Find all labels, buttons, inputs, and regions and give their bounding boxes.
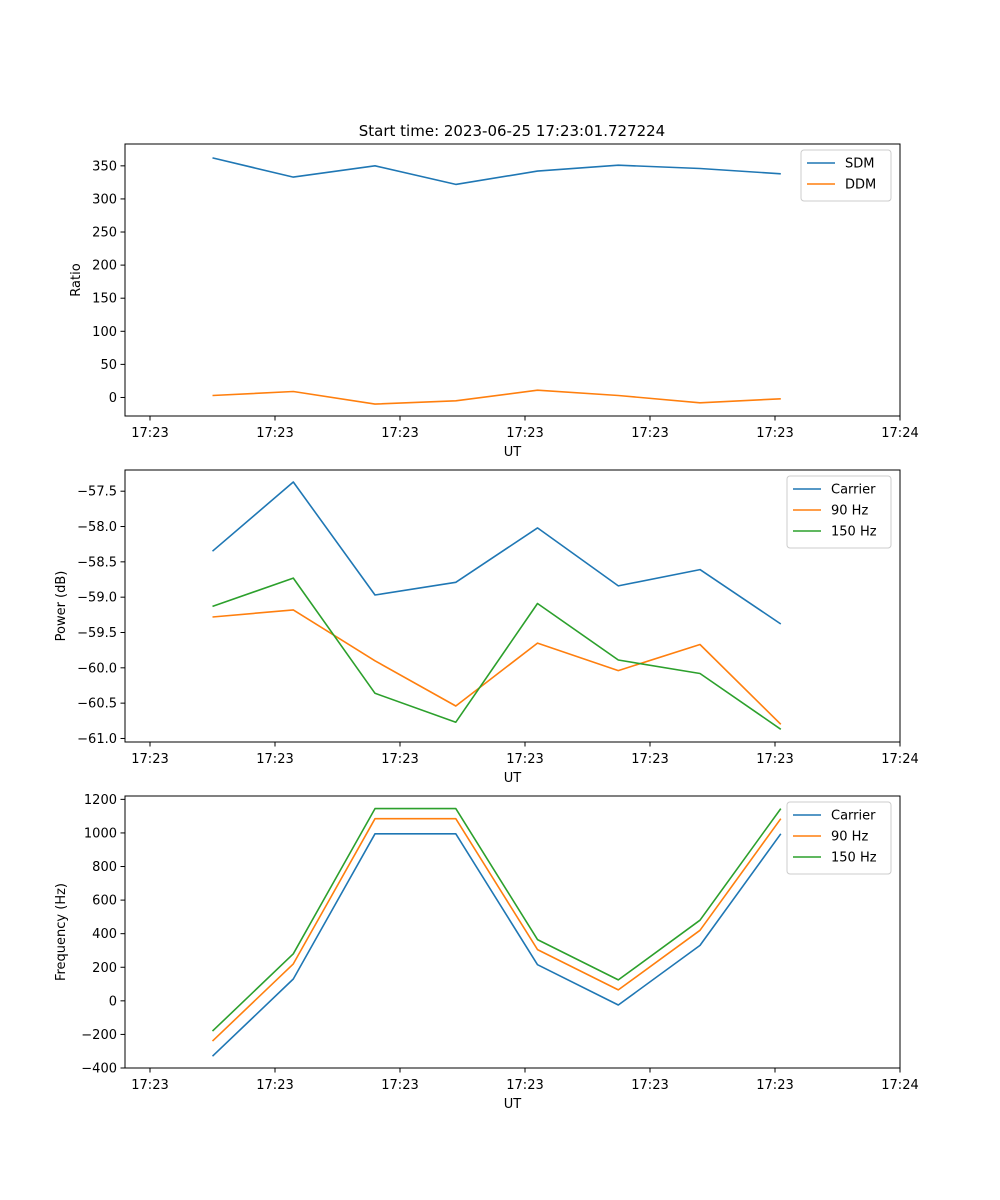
subplot-3: 17:23 17:23 17:23 17:23 17:23 17:23 17:24 −400 −… [54,793,919,1112]
series-line-90-hz [211,817,782,1042]
series-line-ddm [212,389,781,405]
legend-label: Carrier [831,483,876,498]
y-axis-label: Ratio [69,263,84,296]
y-tick-label: 250 [92,226,117,241]
x-tick-label: 17:23 [256,752,293,767]
y-tick-label: −61.0 [77,732,117,747]
x-tick-label: 17:23 [756,752,793,767]
legend-label: 150 Hz [831,851,877,866]
y-tick-label: 0 [109,391,117,406]
legend-box [786,801,892,875]
y-tick-label: 50 [100,358,117,373]
y-tick-label: 200 [92,259,117,274]
series-line-sdm [212,157,781,186]
x-tick-label: 17:23 [381,752,418,767]
y-tick-label: 1200 [84,793,117,808]
legend-label: Carrier [831,809,876,824]
y-tick-label: 0 [109,994,117,1009]
axes-frame [124,795,901,1069]
series-line-150-hz [211,807,782,1032]
legend: Carrier 90 Hz 150 Hz [786,801,892,875]
legend: SDM DDM [800,149,892,202]
x-axis-label: UT [504,445,522,460]
x-tick-label: 17:24 [881,426,918,441]
y-tick-label: 100 [92,325,117,340]
series-line-150-hz [212,577,782,730]
series-line-90-hz [212,609,782,725]
x-tick-label: 17:23 [381,1078,418,1093]
y-tick-label: −60.5 [77,697,117,712]
subplot-1: 17:23 17:23 17:23 17:23 17:23 17:23 17:24 0 50 10… [69,143,919,460]
y-tick-label: −58.5 [77,555,117,570]
axes-frame [124,143,901,417]
series-lines [211,807,782,1057]
legend-label: 150 Hz [831,525,877,540]
x-tick-label: 17:23 [381,426,418,441]
x-tick-label: 17:23 [256,426,293,441]
legend-label: DDM [845,178,876,193]
legend-label: 90 Hz [831,830,868,845]
figure-title: Start time: 2023-06-25 17:23:01.727224 [359,122,665,140]
x-tick-label: 17:23 [131,752,168,767]
y-tick-label: −200 [81,1028,117,1043]
series-lines [212,157,781,405]
y-tick-label: 300 [92,192,117,207]
x-tick-label: 17:24 [881,1078,918,1093]
legend: Carrier 90 Hz 150 Hz [786,475,892,549]
subplots: 17:23 17:23 17:23 17:23 17:23 17:23 17:24 0 50 10… [54,143,919,1112]
x-tick-label: 17:23 [506,1078,543,1093]
y-tick-label: −59.5 [77,626,117,641]
y-tick-label: −57.5 [77,485,117,500]
legend-box [786,475,892,549]
subplot-2: 17:23 17:23 17:23 17:23 17:23 17:23 17:24 −61.0… [54,469,919,786]
y-axis-label: Frequency (Hz) [54,883,69,981]
series-lines [211,481,782,730]
legend-label: SDM [845,157,874,172]
series-line-carrier [211,481,782,625]
x-tick-label: 17:23 [631,426,668,441]
x-tick-label: 17:23 [631,752,668,767]
y-tick-label: 350 [92,159,117,174]
series-line-carrier [211,832,782,1057]
y-tick-label: 600 [92,894,117,909]
x-tick-label: 17:23 [631,1078,668,1093]
x-tick-label: 17:23 [131,1078,168,1093]
x-tick-label: 17:23 [756,1078,793,1093]
y-tick-label: 800 [92,860,117,875]
y-tick-label: −58.0 [77,520,117,535]
x-axis-label: UT [504,1097,522,1112]
y-tick-label: 400 [92,927,117,942]
y-tick-label: 1000 [84,826,117,841]
legend-label: 90 Hz [831,504,868,519]
y-axis-label: Power (dB) [54,571,69,642]
y-tick-label: −59.0 [77,591,117,606]
y-tick-label: −60.0 [77,661,117,676]
x-tick-label: 17:23 [756,426,793,441]
y-tick-label: 200 [92,961,117,976]
x-tick-label: 17:23 [506,426,543,441]
x-tick-label: 17:23 [131,426,168,441]
x-tick-label: 17:24 [881,752,918,767]
x-axis-label: UT [504,771,522,786]
axes-frame [124,469,901,743]
y-tick-label: −400 [81,1062,117,1077]
y-tick-label: 150 [92,292,117,307]
x-tick-label: 17:23 [256,1078,293,1093]
x-tick-label: 17:23 [506,752,543,767]
